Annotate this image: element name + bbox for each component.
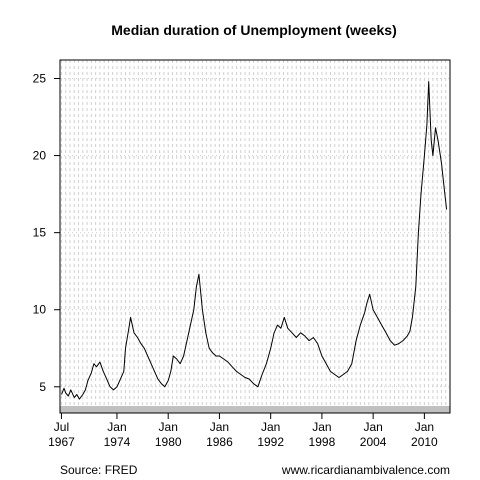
rug-band	[60, 406, 450, 413]
series-line	[61, 81, 448, 400]
x-tick-label-year: 1967	[48, 435, 75, 449]
chart-title: Median duration of Unemployment (weeks)	[111, 22, 396, 38]
x-axis: Jul1967Jan1974Jan1980Jan1986Jan1992Jan19…	[48, 413, 438, 449]
x-tick-label-year: 2004	[360, 435, 387, 449]
x-tick-label-year: 2010	[411, 435, 438, 449]
x-tick-label-month: Jan	[363, 420, 382, 434]
x-tick-label-month: Jan	[261, 420, 280, 434]
source-label: Source: FRED	[60, 463, 138, 477]
x-tick-label-month: Jan	[210, 420, 229, 434]
y-tick-label: 10	[33, 303, 47, 317]
y-tick-label: 5	[39, 380, 46, 394]
y-tick-label: 25	[33, 71, 47, 85]
x-tick-label-month: Jan	[107, 420, 126, 434]
y-tick-label: 15	[33, 226, 47, 240]
y-axis: 5 10 15 20 25	[33, 71, 60, 394]
grid	[60, 60, 451, 413]
x-tick-label-year: 1980	[155, 435, 182, 449]
website-label: www.ricardianambivalence.com	[281, 463, 450, 477]
plot-frame	[59, 59, 451, 414]
x-tick-label-year: 1998	[309, 435, 336, 449]
x-tick-label-year: 1986	[206, 435, 233, 449]
x-tick-label-month: Jan	[415, 420, 434, 434]
x-tick-label-month: Jan	[159, 420, 178, 434]
x-tick-label-year: 1974	[104, 435, 131, 449]
x-tick-label-month: Jan	[312, 420, 331, 434]
series-layer	[61, 81, 448, 400]
x-tick-label-month: Jul	[54, 420, 69, 434]
x-tick-label-year: 1992	[257, 435, 284, 449]
y-tick-label: 20	[33, 149, 47, 163]
